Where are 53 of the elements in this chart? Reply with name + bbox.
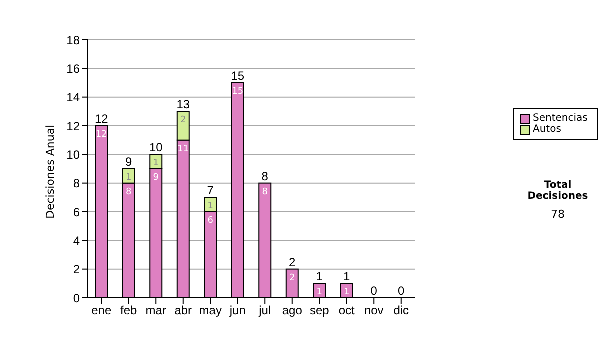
y-tick-label: 4 xyxy=(73,234,80,248)
legend-label: Autos xyxy=(533,124,562,135)
total-label: 12 xyxy=(94,112,109,126)
total-label: 15 xyxy=(231,69,245,83)
y-tick-label: 14 xyxy=(66,90,80,105)
y-tick-label: 16 xyxy=(66,62,80,76)
data-label: 1 xyxy=(153,158,159,169)
x-tick-label: oct xyxy=(338,304,356,318)
data-label: 1 xyxy=(208,202,214,212)
x-tick-label: feb xyxy=(120,304,138,318)
x-tick-label: nov xyxy=(364,304,384,318)
y-tick-label: 12 xyxy=(66,119,80,134)
data-label: 9 xyxy=(153,173,160,183)
total-label: 8 xyxy=(262,169,269,184)
data-label: 12 xyxy=(96,130,108,140)
text: 78 xyxy=(550,208,566,221)
x-tick-label: sep xyxy=(310,304,330,318)
data-label: 8 xyxy=(262,187,268,198)
y-tick-label: 10 xyxy=(66,148,80,162)
y-tick-label: 18 xyxy=(66,33,80,48)
x-tick-label: abr xyxy=(174,304,192,318)
data-label: 1 xyxy=(126,173,132,183)
data-label: 1 xyxy=(316,288,322,298)
data-label: 15 xyxy=(232,87,244,97)
text: Total Decisiones xyxy=(526,180,590,202)
data-label: 2 xyxy=(180,116,186,126)
y-tick-label: 6 xyxy=(73,205,80,220)
x-tick-label: may xyxy=(199,304,222,318)
data-label: 6 xyxy=(208,216,214,226)
x-tick-label: jun xyxy=(228,304,246,318)
total-label: 2 xyxy=(289,255,296,270)
y-axis-title: Decisiones Anual xyxy=(44,124,57,219)
data-label: 2 xyxy=(290,273,296,284)
y-tick-label: 2 xyxy=(73,262,80,277)
total-label: 1 xyxy=(316,270,324,284)
data-label: 8 xyxy=(126,187,132,198)
data-label: 11 xyxy=(178,144,190,154)
legend-label: Sentencias xyxy=(533,113,588,124)
x-tick-label: dic xyxy=(394,304,410,318)
x-tick-label: jul xyxy=(258,304,272,318)
total-label: 13 xyxy=(176,98,190,112)
y-tick-label: 8 xyxy=(73,176,80,191)
x-tick-label: ene xyxy=(92,304,112,318)
total-label: 7 xyxy=(207,184,214,198)
x-tick-label: ago xyxy=(282,304,303,318)
x-tick-label: mar xyxy=(146,304,166,318)
total-label: 0 xyxy=(370,284,378,298)
data-label: 1 xyxy=(344,288,350,298)
y-tick-label: 0 xyxy=(73,291,80,306)
total-label: 0 xyxy=(398,284,406,298)
total-label: 9 xyxy=(126,155,133,169)
total-label: 10 xyxy=(149,140,164,155)
total-label: 1 xyxy=(344,270,351,284)
